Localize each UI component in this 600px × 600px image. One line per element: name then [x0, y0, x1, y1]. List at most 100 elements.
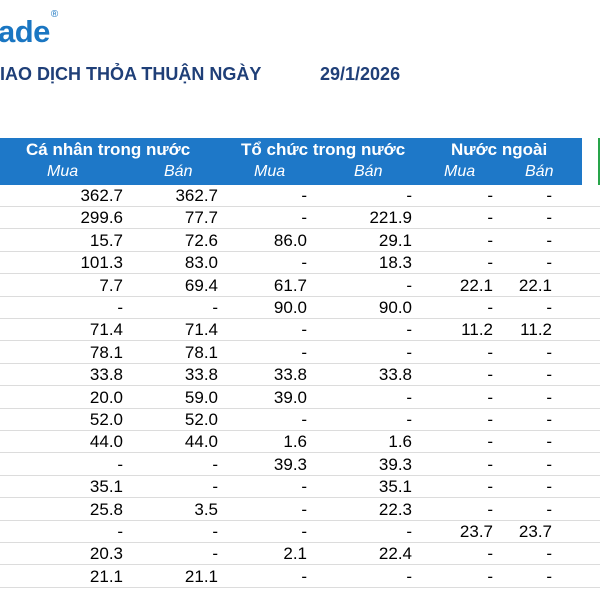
table-cell: -: [487, 454, 493, 474]
table-cell: -: [301, 253, 307, 273]
table-row: 25.8 3.5 - 22.3 - -: [0, 498, 600, 521]
table-cell: -: [487, 499, 493, 519]
page-title: IAO DỊCH THỎA THUẬN NGÀY: [0, 64, 262, 84]
table-cell: -: [546, 230, 552, 250]
table-cell: -: [487, 544, 493, 564]
table-cell: -: [301, 320, 307, 340]
column-border: [598, 138, 600, 185]
sub-header-buy: Mua: [47, 163, 79, 180]
table-row: 101.3 83.0 - 18.3 - -: [0, 251, 600, 275]
group-header-individual-domestic: Cá nhân trong nước: [26, 140, 191, 159]
sub-header-buy: Mua: [444, 163, 476, 180]
table-cell: 39.3: [273, 454, 307, 474]
table-cell: 21.1: [184, 566, 218, 586]
table-cell: 33.8: [89, 365, 123, 385]
table-cell: -: [406, 342, 412, 362]
table-cell: -: [301, 186, 307, 205]
table-cell: -: [546, 544, 552, 564]
table-cell: 71.4: [89, 320, 123, 340]
table-cell: 7.7: [99, 275, 123, 295]
table-row: 21.1 21.1 - - - -: [0, 565, 600, 588]
table-cell: 86.0: [273, 230, 307, 250]
table-cell: -: [117, 454, 123, 474]
table-cell: 18.3: [378, 253, 412, 273]
table-cell: 77.7: [184, 208, 218, 228]
table-cell: -: [117, 298, 123, 317]
table-cell: 35.1: [378, 477, 412, 497]
table-cell: -: [546, 454, 552, 474]
table-cell: 33.8: [378, 365, 412, 385]
table-cell: 44.0: [184, 432, 218, 452]
table-cell: -: [212, 522, 218, 541]
table-cell: 1.6: [388, 432, 412, 452]
table-cell: -: [301, 342, 307, 362]
table-cell: -: [301, 410, 307, 429]
table-cell: 23.7: [459, 522, 493, 541]
table-cell: 29.1: [378, 230, 412, 250]
group-header-foreign: Nước ngoài: [451, 140, 548, 159]
table-row: 33.8 33.8 33.8 33.8 - -: [0, 363, 600, 387]
table-cell: -: [212, 477, 218, 497]
table-row: 7.7 69.4 61.7 - 22.1 22.1: [0, 274, 600, 297]
report-date: 29/1/2026: [320, 64, 401, 84]
table-row: 44.0 44.0 1.6 1.6 - -: [0, 430, 600, 454]
table-cell: 71.4: [184, 320, 218, 340]
table-cell: -: [546, 298, 552, 317]
table-cell: -: [487, 208, 493, 228]
table-cell: 35.1: [89, 477, 123, 497]
table-cell: -: [546, 387, 552, 407]
table-cell: 33.8: [184, 365, 218, 385]
table-cell: -: [406, 522, 412, 541]
table-cell: 22.3: [378, 499, 412, 519]
table-row: 52.0 52.0 - - - -: [0, 408, 600, 431]
table-cell: 1.6: [283, 432, 307, 452]
table-header: Cá nhân trong nước Tổ chức trong nước Nư…: [0, 138, 582, 185]
company-logo: ade®: [0, 9, 58, 50]
table-cell: -: [406, 410, 412, 429]
table-cell: 15.7: [89, 230, 123, 250]
table-cell: -: [301, 566, 307, 586]
table-cell: -: [212, 454, 218, 474]
sub-header-sell: Bán: [525, 163, 554, 180]
table-cell: 3.5: [194, 499, 218, 519]
table-cell: 52.0: [184, 410, 218, 429]
table-cell: -: [487, 566, 493, 586]
table-cell: 90.0: [273, 298, 307, 317]
table-cell: -: [487, 477, 493, 497]
table-cell: -: [546, 365, 552, 385]
table-cell: -: [406, 275, 412, 295]
table-cell: 90.0: [378, 298, 412, 317]
table-cell: -: [546, 410, 552, 429]
table-row: 15.7 72.6 86.0 29.1 - -: [0, 229, 600, 252]
table-cell: -: [487, 230, 493, 250]
table-cell: -: [546, 499, 552, 519]
table-cell: -: [487, 253, 493, 273]
table-cell: -: [212, 544, 218, 564]
table-cell: 33.8: [273, 365, 307, 385]
table-cell: -: [406, 387, 412, 407]
table-cell: -: [301, 208, 307, 228]
group-header-institution-domestic: Tổ chức trong nước: [241, 140, 406, 159]
table-cell: 23.7: [518, 522, 552, 541]
table-cell: 59.0: [184, 387, 218, 407]
table-cell: 39.0: [273, 387, 307, 407]
table-row: - - 39.3 39.3 - -: [0, 453, 600, 476]
table-row: 78.1 78.1 - - - -: [0, 341, 600, 364]
table-cell: -: [301, 522, 307, 541]
table-cell: 83.0: [184, 253, 218, 273]
sub-header-sell: Bán: [354, 163, 383, 180]
table-cell: 25.8: [89, 499, 123, 519]
table-cell: 11.2: [520, 320, 552, 340]
table-cell: 22.1: [459, 275, 493, 295]
table-cell: 221.9: [369, 208, 412, 228]
table-row: 35.1 - - 35.1 - -: [0, 475, 600, 499]
table-row: 362.7 362.7 - - - -: [0, 184, 600, 207]
table-cell: -: [487, 365, 493, 385]
table-cell: -: [117, 522, 123, 541]
table-cell: 2.1: [283, 544, 307, 564]
table-cell: 21.1: [89, 566, 123, 586]
table-cell: 11.2: [461, 320, 493, 340]
registered-mark: ®: [50, 8, 58, 20]
table-cell: -: [487, 387, 493, 407]
table-cell: 362.7: [175, 186, 218, 205]
